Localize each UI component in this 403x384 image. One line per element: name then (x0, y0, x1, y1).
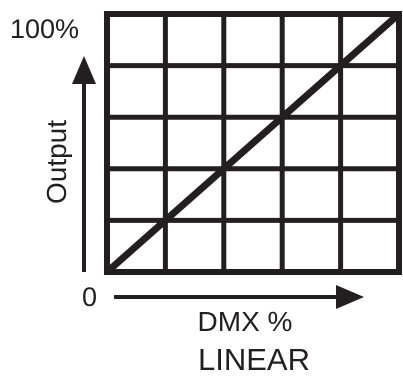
grid (107, 14, 399, 272)
y-axis-label: Output (41, 120, 72, 204)
y-max-tick-label: 100% (10, 14, 79, 44)
linear-series-line (104, 11, 402, 275)
x-axis-arrow-icon (336, 285, 364, 309)
origin-tick-label: 0 (82, 282, 97, 312)
y-axis-arrow-icon (72, 56, 96, 84)
plot-frame (104, 11, 402, 275)
series-group (104, 11, 402, 275)
chart-title: LINEAR (198, 342, 310, 377)
x-axis-label: DMX % (198, 306, 293, 337)
